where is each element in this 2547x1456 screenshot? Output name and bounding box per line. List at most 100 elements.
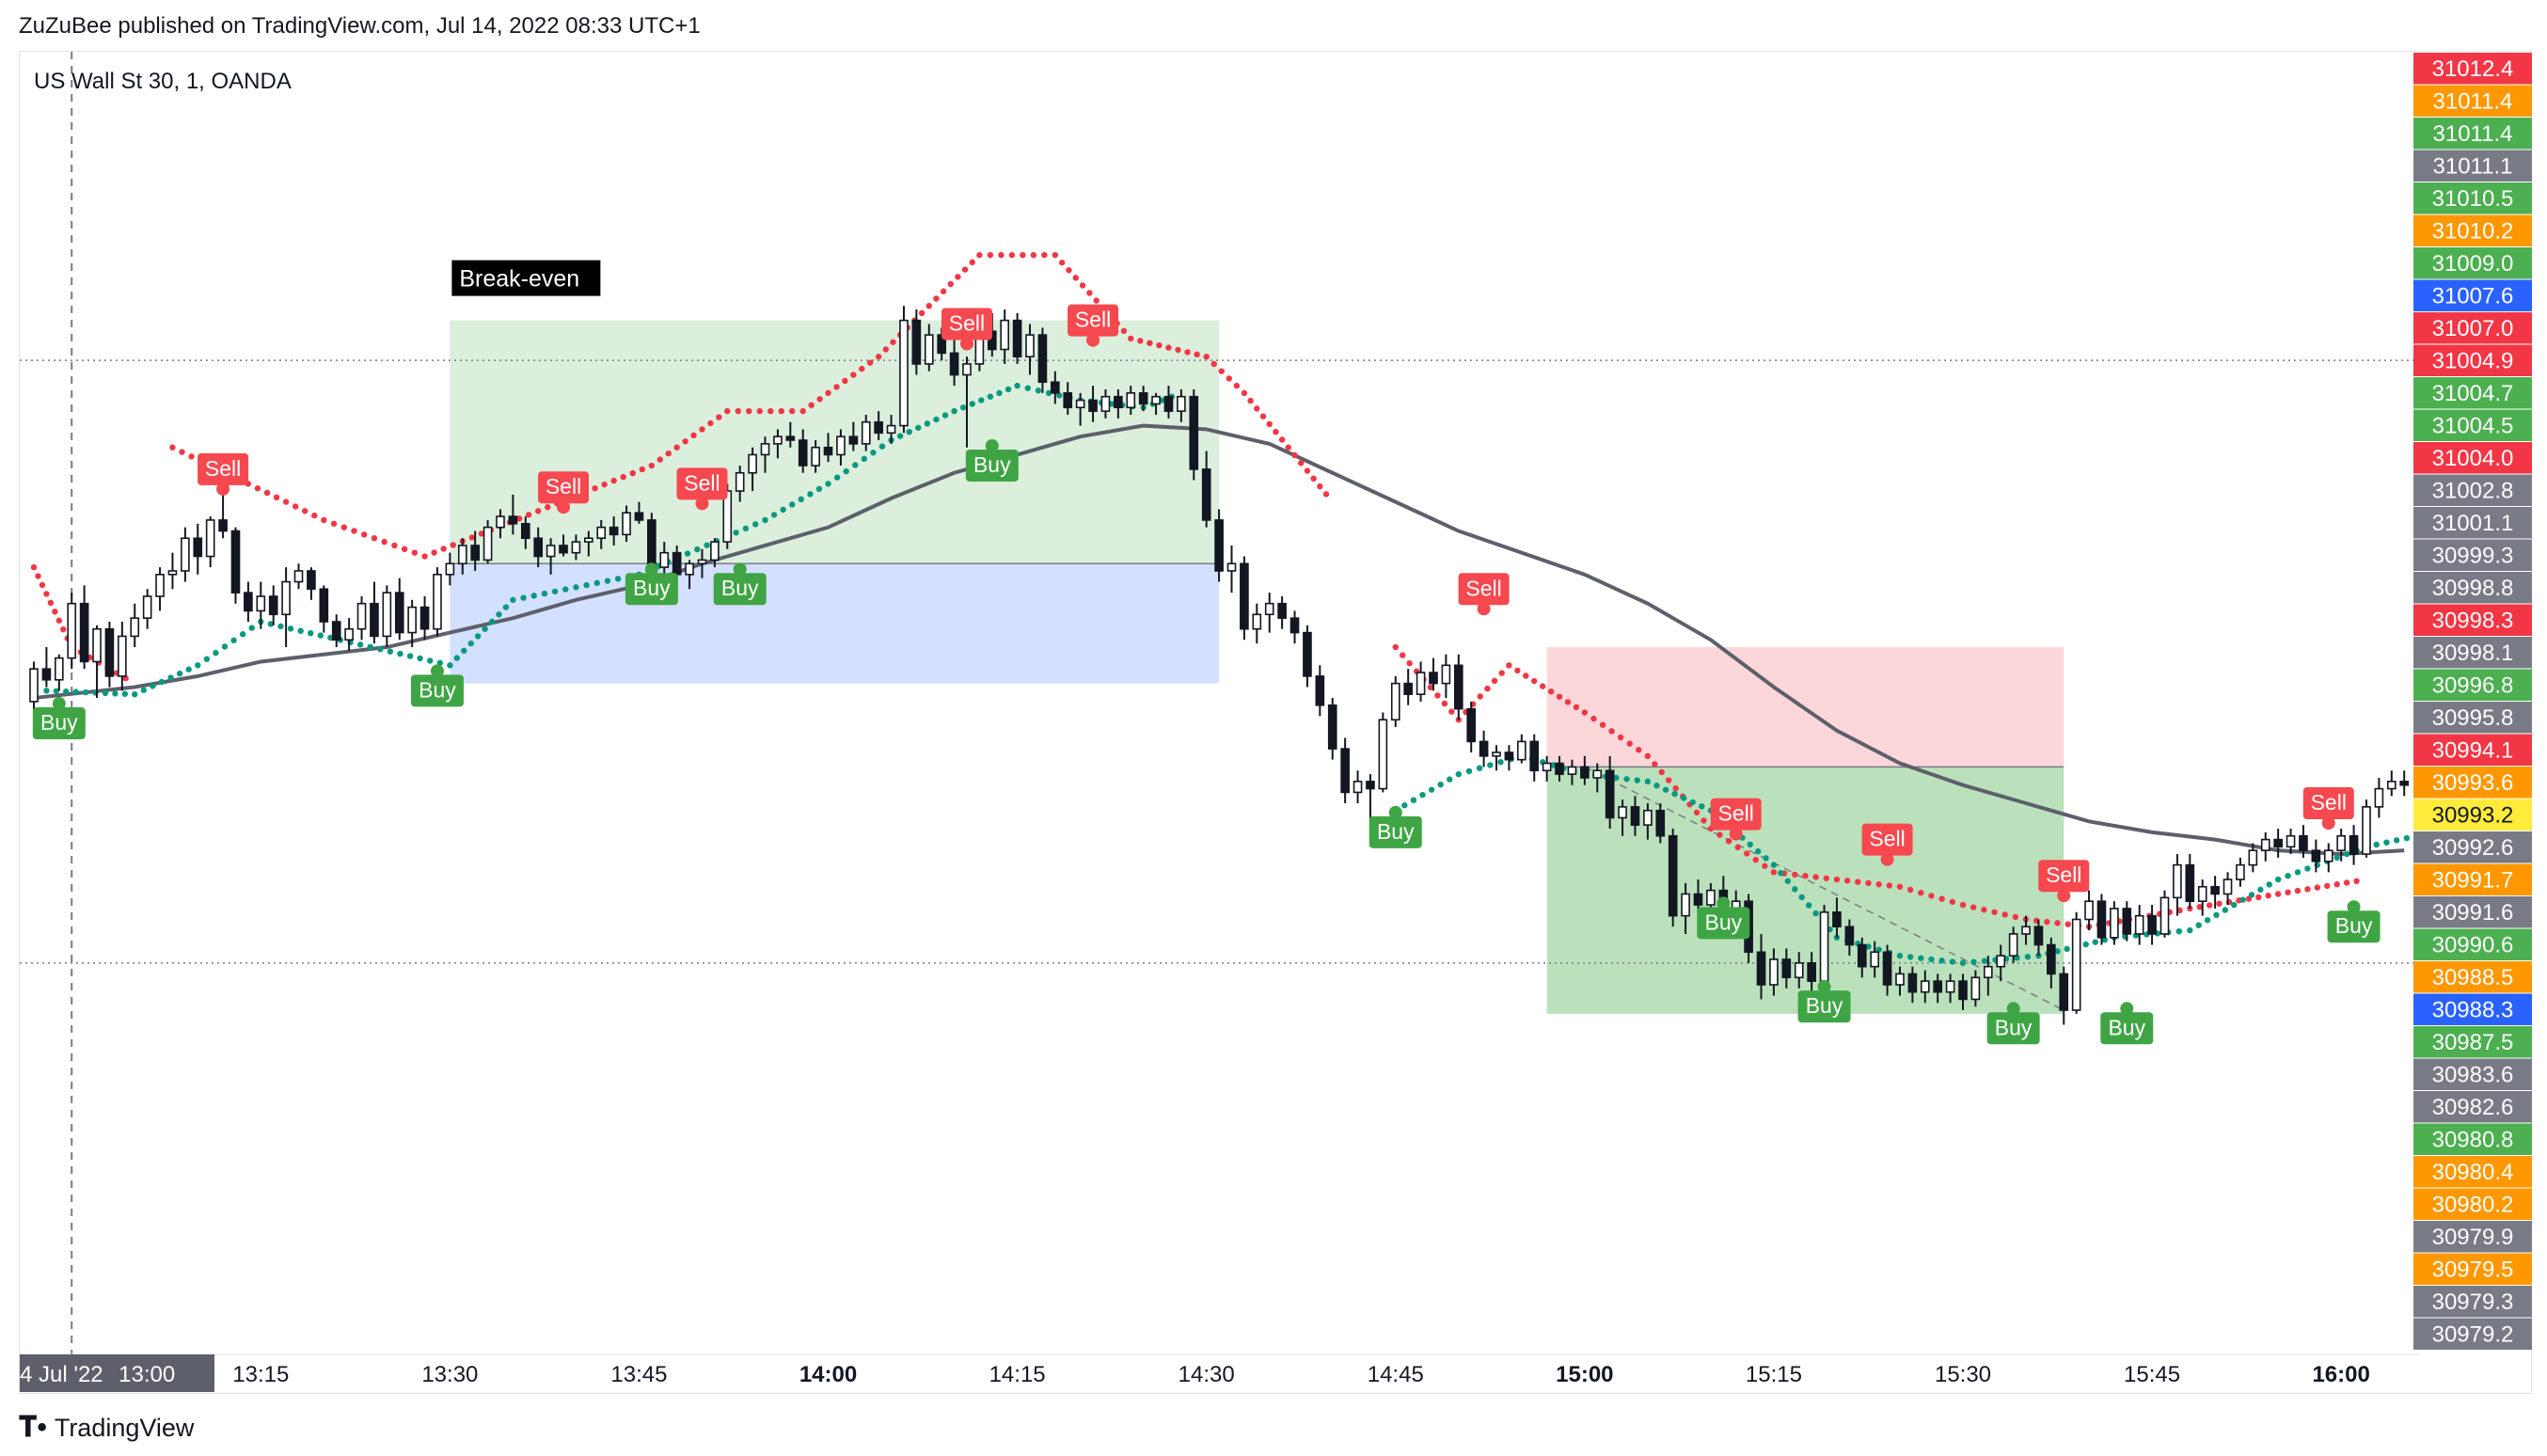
candle[interactable] — [1781, 948, 1792, 989]
sell-signal[interactable]: Sell — [941, 308, 992, 351]
price-label[interactable]: 30979.9 — [2413, 1221, 2532, 1253]
candle[interactable] — [710, 538, 720, 568]
candle[interactable] — [1516, 734, 1527, 764]
candle[interactable] — [268, 585, 278, 625]
candle[interactable] — [924, 324, 934, 372]
price-label[interactable]: 30980.2 — [2413, 1188, 2532, 1221]
candle[interactable] — [748, 447, 757, 492]
buy-signal[interactable]: Buy — [1986, 1002, 2040, 1045]
candle[interactable] — [899, 306, 909, 434]
price-label[interactable]: 31004.9 — [2413, 344, 2532, 377]
candle[interactable] — [1794, 952, 1804, 989]
candlestick-chart[interactable]: Buy Sell Buy Sell Buy Sell Buy Sell Buy Sell Buy Se… — [0, 0, 2547, 1411]
candle[interactable] — [445, 552, 455, 586]
candle[interactable] — [1051, 371, 1060, 404]
candle[interactable] — [1088, 386, 1098, 422]
price-label[interactable]: 30980.8 — [2413, 1123, 2532, 1156]
candle[interactable] — [2399, 770, 2410, 797]
candle[interactable] — [1163, 386, 1174, 419]
candle[interactable] — [433, 567, 442, 637]
candle[interactable] — [181, 527, 190, 582]
price-label[interactable]: 30996.8 — [2413, 669, 2532, 702]
candle[interactable] — [2047, 937, 2056, 989]
candle[interactable] — [230, 527, 241, 604]
candle[interactable] — [1807, 952, 1816, 992]
price-label[interactable]: 30979.5 — [2413, 1253, 2532, 1286]
price-label[interactable]: 31004.7 — [2413, 377, 2532, 409]
candle[interactable] — [496, 509, 505, 539]
buy-signal[interactable]: Buy — [2327, 900, 2381, 943]
candle[interactable] — [1378, 712, 1388, 793]
candle[interactable] — [2273, 829, 2283, 858]
candle[interactable] — [2210, 876, 2220, 909]
candle[interactable] — [118, 622, 127, 691]
candle[interactable] — [1592, 763, 1603, 793]
candle[interactable] — [244, 581, 253, 623]
candle[interactable] — [798, 429, 808, 473]
candle[interactable] — [2349, 825, 2359, 865]
price-label[interactable]: 30980.4 — [2413, 1156, 2532, 1188]
candle[interactable] — [344, 618, 354, 651]
candle[interactable] — [546, 538, 556, 575]
candle[interactable] — [1126, 386, 1136, 415]
price-label[interactable]: 30999.3 — [2413, 539, 2532, 572]
candle[interactable] — [2134, 905, 2144, 945]
candle[interactable] — [1429, 657, 1438, 691]
candle[interactable] — [760, 436, 770, 473]
candle[interactable] — [962, 356, 972, 448]
candle[interactable] — [1580, 755, 1590, 785]
candle[interactable] — [2374, 777, 2384, 818]
price-label[interactable]: 30990.6 — [2413, 928, 2532, 961]
candle[interactable] — [331, 614, 341, 648]
candle[interactable] — [1240, 556, 1249, 641]
candle[interactable] — [2197, 879, 2207, 916]
candle[interactable] — [559, 534, 568, 557]
candle[interactable] — [596, 519, 607, 549]
candle[interactable] — [1542, 755, 1552, 782]
price-label[interactable]: 31007.6 — [2413, 279, 2532, 312]
candle[interactable] — [1668, 829, 1678, 927]
candle[interactable] — [1264, 593, 1274, 633]
candle[interactable] — [634, 501, 644, 524]
candle[interactable] — [1907, 966, 1918, 1004]
candle[interactable] — [1857, 937, 1867, 978]
candle[interactable] — [1882, 944, 1892, 996]
buy-signal[interactable]: Buy — [965, 439, 1019, 483]
candle[interactable] — [1832, 897, 1842, 938]
candle[interactable] — [2033, 919, 2044, 957]
candle[interactable] — [2236, 857, 2245, 887]
candle[interactable] — [1416, 661, 1426, 702]
candle[interactable] — [2336, 829, 2346, 862]
candle[interactable] — [356, 595, 367, 641]
candle[interactable] — [836, 429, 846, 467]
price-label[interactable]: 31004.0 — [2413, 442, 2532, 474]
price-label[interactable]: 30998.8 — [2413, 572, 2532, 604]
candle[interactable] — [1605, 755, 1615, 830]
candle[interactable] — [2223, 872, 2233, 906]
candle[interactable] — [293, 563, 304, 590]
candle[interactable] — [520, 516, 530, 549]
candle[interactable] — [1970, 970, 1981, 1007]
candle[interactable] — [571, 534, 581, 561]
candle[interactable] — [1756, 933, 1766, 1000]
price-label[interactable]: 31011.4 — [2413, 118, 2532, 150]
candle[interactable] — [382, 585, 392, 648]
price-label[interactable]: 31010.5 — [2413, 182, 2532, 214]
candle[interactable] — [2084, 890, 2094, 931]
candle[interactable] — [1189, 388, 1199, 481]
candle[interactable] — [823, 433, 833, 463]
buy-signal[interactable]: Buy — [410, 664, 464, 707]
price-label[interactable]: 31010.2 — [2413, 214, 2532, 247]
price-label[interactable]: 31002.8 — [2413, 474, 2532, 507]
candle[interactable] — [1037, 327, 1048, 393]
price-label[interactable]: 30991.6 — [2413, 896, 2532, 928]
price-label[interactable]: 31011.1 — [2413, 150, 2532, 182]
candle[interactable] — [2173, 854, 2182, 916]
candle[interactable] — [1012, 312, 1022, 364]
price-label[interactable]: 30979.3 — [2413, 1286, 2532, 1318]
candle[interactable] — [1315, 665, 1325, 717]
candle[interactable] — [2248, 843, 2258, 873]
candle[interactable] — [874, 411, 883, 441]
candle[interactable] — [1655, 802, 1666, 844]
price-label[interactable]: 30988.3 — [2413, 993, 2532, 1026]
